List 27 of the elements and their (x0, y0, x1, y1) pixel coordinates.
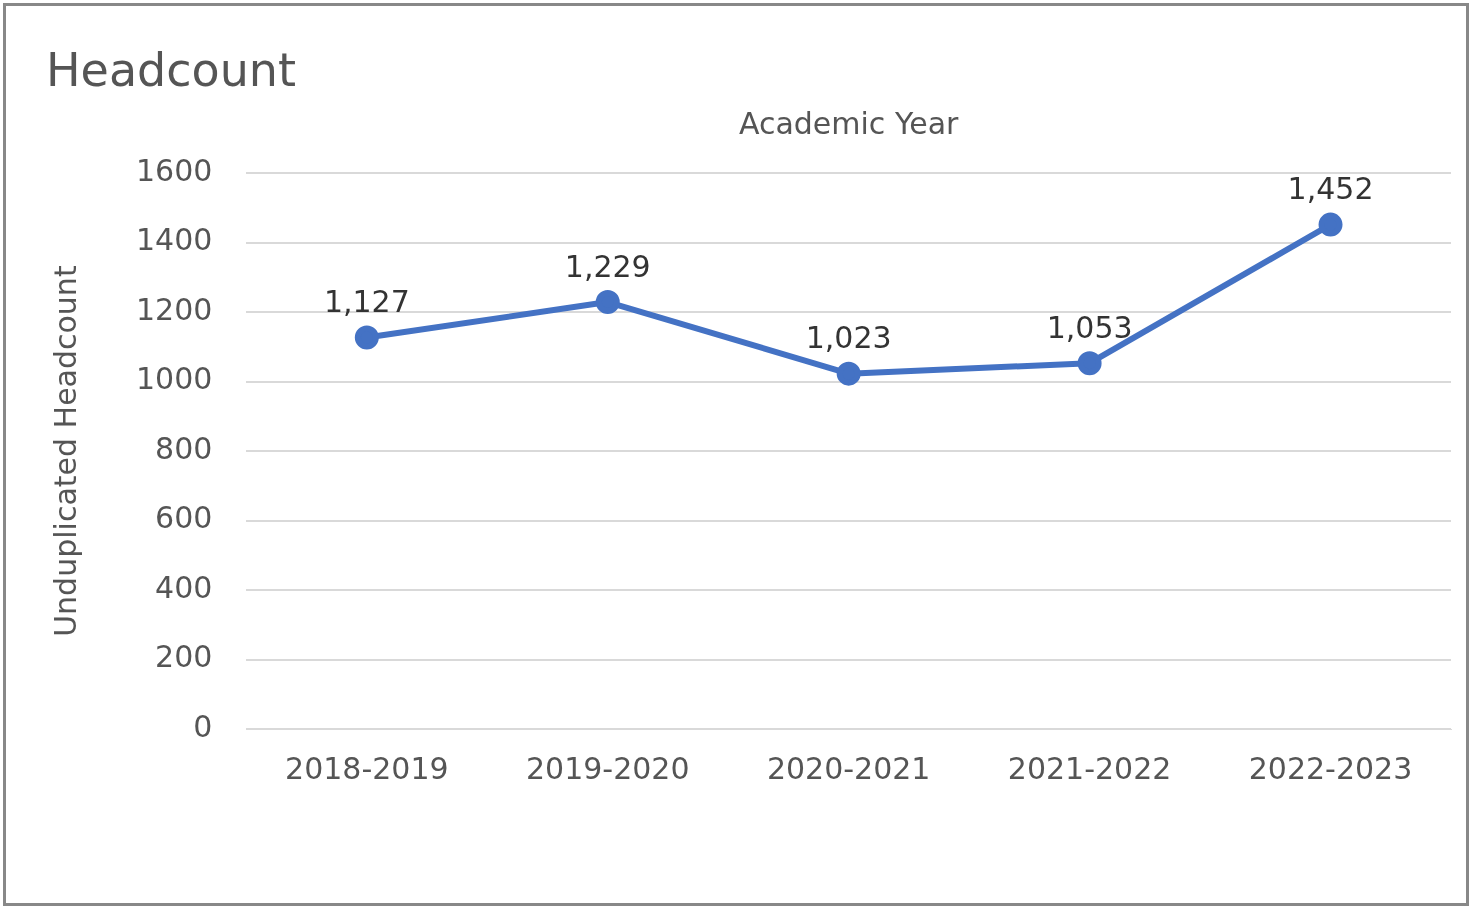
x-axis-title: Academic Year (738, 105, 960, 141)
data-label: 1,023 (805, 320, 892, 356)
y-tick-label: 1000 (135, 361, 213, 397)
point (836, 361, 861, 386)
y-tick-label: 800 (155, 430, 213, 466)
point (1318, 212, 1343, 237)
y-tick-label: 200 (155, 639, 213, 675)
x-tick-label: 2018-2019 (285, 750, 449, 786)
data-label: 1,229 (564, 248, 651, 284)
point (1077, 351, 1102, 376)
y-tick-label: 1200 (135, 291, 213, 327)
x-tick-label: 2019-2020 (525, 750, 690, 786)
y-tick-label: 400 (155, 569, 213, 605)
y-axis-title: Unduplicated Headcount (47, 265, 83, 637)
y-tick-label: 1400 (135, 222, 213, 258)
chart-title: Headcount (46, 42, 297, 97)
x-tick-label: 2022-2023 (1248, 750, 1413, 786)
y-tick-label: 0 (193, 708, 213, 744)
y-tick-label: 1600 (135, 153, 213, 188)
data-label: 1,127 (323, 284, 410, 320)
point (354, 325, 379, 350)
point (595, 290, 620, 315)
data-label: 1,053 (1046, 310, 1133, 346)
data-label: 1,452 (1287, 171, 1374, 207)
y-tick-label: 600 (155, 500, 213, 536)
x-tick-label: 2021-2022 (1007, 750, 1172, 786)
x-tick-label: 2020-2021 (766, 750, 931, 786)
